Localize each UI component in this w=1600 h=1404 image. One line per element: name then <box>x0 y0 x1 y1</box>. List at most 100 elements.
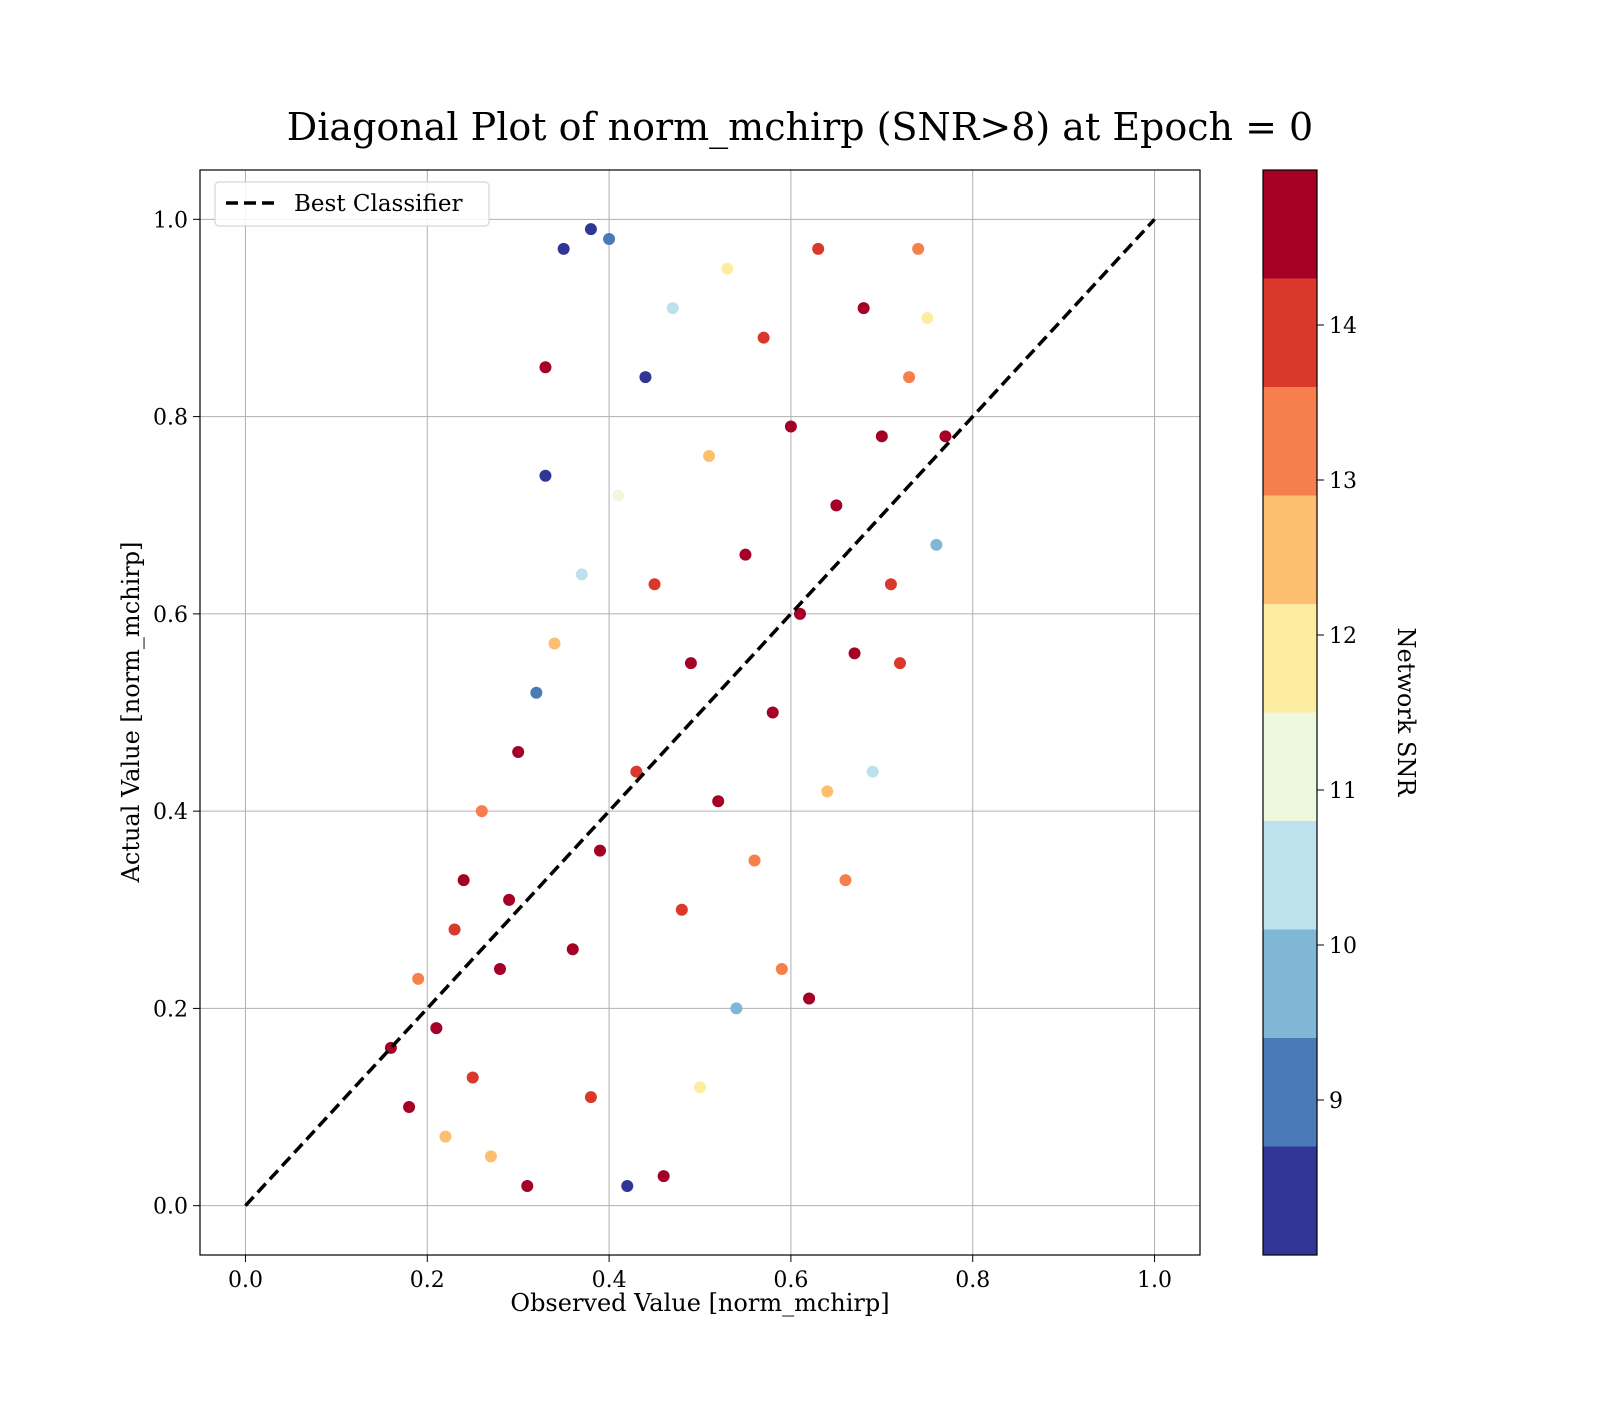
scatter-point <box>494 962 506 975</box>
scatter-point <box>639 371 652 384</box>
colorbar-tick-label: 9 <box>1329 1089 1343 1114</box>
colorbar-label: Network SNR <box>1392 628 1420 798</box>
y-tick-label: 1.0 <box>153 208 188 233</box>
scatter-point <box>412 972 425 985</box>
colorbar <box>1263 170 1317 1255</box>
scatter-point <box>894 657 906 670</box>
scatter-point <box>784 420 797 433</box>
x-tick-label: 0.8 <box>955 1268 990 1293</box>
colorbar-tick-label: 11 <box>1329 779 1357 804</box>
scatter-point <box>484 1150 497 1163</box>
scatter-point <box>803 992 816 1005</box>
scatter-point <box>503 893 516 906</box>
scatter-point <box>730 1002 743 1015</box>
scatter-point <box>657 1170 670 1183</box>
scatter-point <box>403 1101 416 1114</box>
scatter-point <box>857 302 870 315</box>
x-axis-label: Observed Value [norm_mchirp] <box>510 1289 889 1317</box>
colorbar-tick-label: 12 <box>1329 624 1357 649</box>
scatter-point <box>830 499 843 512</box>
plot-frame <box>199 169 1201 1256</box>
scatter-point <box>866 765 879 778</box>
x-axis-ticks: 0.0 0.2 0.4 0.6 0.8 1.0 <box>228 1255 1172 1293</box>
colorbar-tick-label: 14 <box>1329 314 1357 339</box>
scatter-point <box>539 469 552 482</box>
scatter-point <box>512 745 525 758</box>
scatter-point <box>584 1091 597 1104</box>
scatter-point <box>621 1179 634 1192</box>
x-tick-label: 0.4 <box>592 1268 627 1293</box>
scatter-point <box>584 223 597 236</box>
scatter-point <box>766 706 779 719</box>
best-classifier-line <box>244 218 1156 1207</box>
scatter-point <box>475 805 488 818</box>
scatter-point <box>875 430 888 443</box>
scatter-point <box>457 874 470 887</box>
scatter-point <box>594 844 606 857</box>
scatter-point <box>812 242 825 255</box>
colorbar-segment <box>1263 495 1317 604</box>
scatter-point <box>548 637 561 650</box>
colorbar-ticks: 9 10 11 12 13 14 <box>1317 314 1357 1114</box>
colorbar-segment <box>1263 278 1317 387</box>
y-tick-label: 0.8 <box>153 406 188 431</box>
scatter-point <box>884 578 897 591</box>
scatter-point <box>675 903 688 916</box>
scatter-point <box>575 568 588 581</box>
colorbar-segment <box>1263 821 1317 930</box>
colorbar-segment <box>1263 387 1317 496</box>
legend-entry-label: Best Classifier <box>294 191 462 217</box>
y-axis-ticks: 0.0 0.2 0.4 0.6 0.8 1.0 <box>153 208 200 1220</box>
x-tick-label: 1.0 <box>1137 1268 1172 1293</box>
scatter-point <box>794 607 806 620</box>
scatter-point <box>757 331 770 344</box>
scatter-point <box>566 943 579 956</box>
scatter-point <box>439 1130 452 1143</box>
scatter-point <box>612 489 625 502</box>
scatter-point <box>666 302 679 315</box>
scatter-point <box>721 262 734 275</box>
scatter-point <box>521 1179 534 1192</box>
scatter-point <box>694 1081 706 1094</box>
colorbar-tick-label: 10 <box>1329 934 1357 959</box>
y-tick-label: 0.2 <box>153 997 188 1022</box>
scatter-point <box>630 765 643 778</box>
scatter-point <box>703 450 716 463</box>
reference-line-layer <box>244 218 1156 1207</box>
scatter-point <box>939 430 952 443</box>
scatter-point <box>648 578 661 591</box>
scatter-point <box>848 647 861 660</box>
legend-box <box>214 181 490 227</box>
colorbar-segment <box>1263 712 1317 821</box>
colorbar-segment <box>1263 1038 1317 1147</box>
chart-title: Diagonal Plot of norm_mchirp (SNR>8) at … <box>287 105 1313 150</box>
legend: Best Classifier <box>214 181 490 227</box>
scatter-point <box>466 1071 479 1084</box>
scatter-point <box>684 657 697 670</box>
scatter-point <box>903 371 916 384</box>
colorbar-tick-label: 13 <box>1329 469 1357 494</box>
colorbar-frame <box>1262 169 1318 1256</box>
y-axis-label: Actual Value [norm_mchirp] <box>117 542 145 884</box>
scatter-point <box>712 795 725 808</box>
x-tick-label: 0.6 <box>773 1268 808 1293</box>
scatter-point <box>430 1022 443 1035</box>
scatter-point <box>775 962 788 975</box>
y-tick-label: 0.4 <box>153 800 188 825</box>
scatter-point <box>930 538 943 551</box>
scatter-point <box>557 242 570 255</box>
scatter-point <box>748 854 761 867</box>
colorbar-segment <box>1263 929 1317 1038</box>
colorbar-segment <box>1263 1146 1317 1255</box>
scatter-point <box>603 233 616 246</box>
scatter-point <box>839 874 852 887</box>
colorbar-segment <box>1263 604 1317 713</box>
scatter-point <box>539 361 552 374</box>
scatter-point <box>739 548 752 561</box>
x-tick-label: 0.2 <box>410 1268 445 1293</box>
colorbar-segment <box>1263 170 1317 279</box>
scatter-point <box>530 686 543 699</box>
y-tick-label: 0.0 <box>153 1195 188 1220</box>
